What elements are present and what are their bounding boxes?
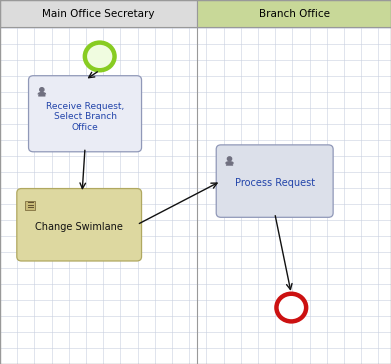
FancyBboxPatch shape [25, 201, 35, 210]
Polygon shape [38, 92, 45, 96]
Bar [197, 0, 391, 27]
Text: Change Swimlane: Change Swimlane [35, 222, 123, 232]
Circle shape [40, 88, 44, 92]
Circle shape [228, 157, 231, 161]
Circle shape [85, 43, 115, 70]
Text: Receive Request,
Select Branch
Office: Receive Request, Select Branch Office [46, 102, 124, 131]
FancyBboxPatch shape [216, 145, 333, 217]
Text: Process Request: Process Request [235, 178, 315, 188]
Text: Main Office Secretary: Main Office Secretary [43, 9, 155, 19]
FancyBboxPatch shape [29, 76, 142, 152]
Bar [0, 0, 197, 27]
FancyBboxPatch shape [17, 189, 142, 261]
Text: Branch Office: Branch Office [259, 9, 330, 19]
Polygon shape [226, 162, 233, 165]
Circle shape [276, 294, 306, 321]
